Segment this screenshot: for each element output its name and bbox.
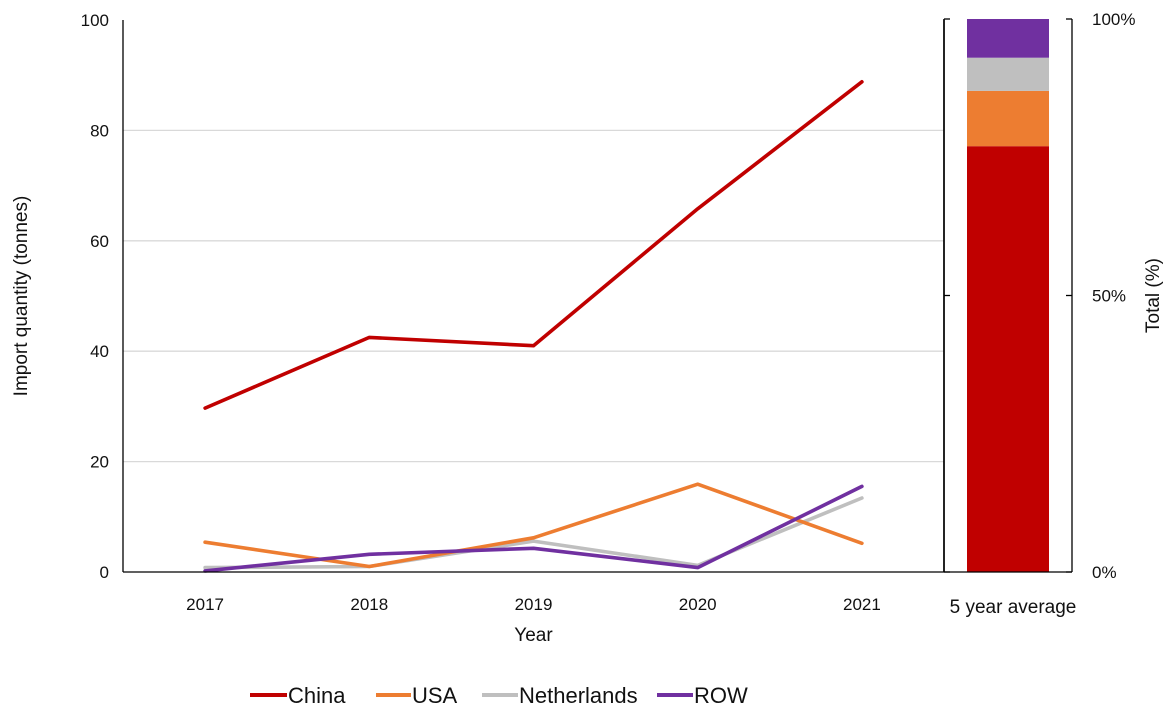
x-tick-label: 2019 xyxy=(515,595,553,614)
bar-segment-china xyxy=(967,146,1049,572)
line-chart-gridlines xyxy=(123,129,944,463)
legend: China USA Netherlands ROW xyxy=(250,683,748,708)
y-tick-label: 100 xyxy=(81,11,109,30)
y-tick-label: 80 xyxy=(90,121,109,140)
bar-segment-netherlands xyxy=(967,57,1049,91)
y-axis-title: Import quantity (tonnes) xyxy=(11,196,32,397)
stacked-bar-panel: 0% 50% 100% 5 year average Total (%) xyxy=(943,10,1164,618)
right-axis-tick-label: 50% xyxy=(1092,287,1126,306)
line-chart-series xyxy=(203,80,864,573)
series-line-netherlands xyxy=(203,496,864,570)
series-line-china xyxy=(203,80,864,410)
y-tick-label: 40 xyxy=(90,342,109,361)
bar-panel-ticks: 0% 50% 100% xyxy=(944,10,1135,582)
right-axis-title: Total (%) xyxy=(1143,258,1164,333)
x-tick-label: 2018 xyxy=(350,595,388,614)
y-tick-label: 0 xyxy=(100,563,109,582)
series-line-row xyxy=(203,484,864,573)
x-tick-label: 2020 xyxy=(679,595,717,614)
x-axis-title: Year xyxy=(514,625,553,646)
right-axis-tick-label: 0% xyxy=(1092,563,1117,582)
bar-segment-row xyxy=(967,19,1049,58)
line-chart-x-tick-labels: 2017 2018 2019 2020 2021 xyxy=(186,595,881,614)
right-axis-tick-label: 100% xyxy=(1092,10,1135,29)
line-chart-panel: 0 20 40 60 80 100 2017 2018 2019 2020 2021 Year I… xyxy=(11,11,945,646)
y-tick-label: 20 xyxy=(90,453,109,472)
stacked-bar-segments xyxy=(967,19,1049,572)
legend-label: USA xyxy=(412,683,458,708)
bar-category-label: 5 year average xyxy=(950,597,1077,618)
legend-label: ROW xyxy=(694,683,748,708)
y-tick-label: 60 xyxy=(90,232,109,251)
x-tick-label: 2017 xyxy=(186,595,224,614)
bar-segment-usa xyxy=(967,90,1049,147)
legend-label: Netherlands xyxy=(519,683,638,708)
x-tick-label: 2021 xyxy=(843,595,881,614)
line-chart-y-tick-labels: 0 20 40 60 80 100 xyxy=(81,11,109,582)
legend-label: China xyxy=(288,683,346,708)
series-line-usa xyxy=(203,482,864,569)
